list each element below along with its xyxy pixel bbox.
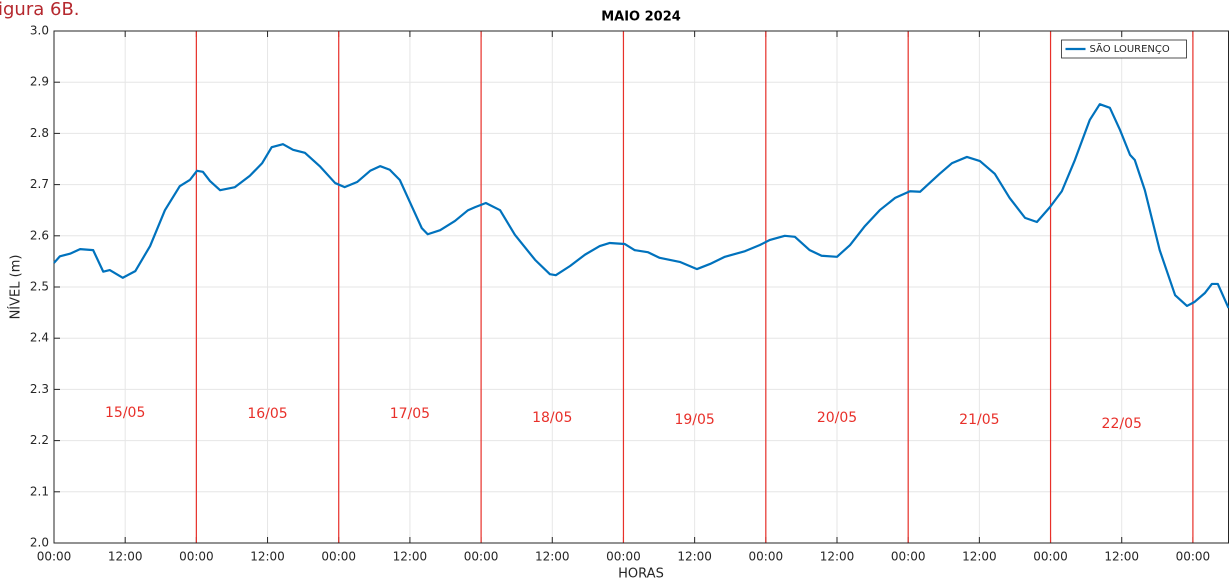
legend-label: SÃO LOURENÇO bbox=[1090, 42, 1170, 55]
chart-title: MAIO 2024 bbox=[601, 10, 681, 25]
x-tick-label: 00:00 bbox=[606, 550, 641, 564]
x-tick-label: 00:00 bbox=[891, 550, 926, 564]
day-label: 17/05 bbox=[390, 406, 430, 422]
x-tick-label: 00:00 bbox=[749, 550, 784, 564]
y-tick-label: 2.7 bbox=[30, 177, 49, 191]
data-line bbox=[53, 103, 1229, 309]
y-tick-label: 2.3 bbox=[30, 382, 49, 396]
x-tick-label: 12:00 bbox=[820, 550, 855, 564]
y-tick-label: 2.0 bbox=[30, 536, 49, 550]
legend-box bbox=[1061, 39, 1187, 59]
x-tick-label: 12:00 bbox=[1104, 550, 1139, 564]
y-tick-label: 2.6 bbox=[30, 228, 49, 242]
y-tick-label: 2.8 bbox=[30, 126, 49, 140]
x-tick-label: 00:00 bbox=[1033, 550, 1068, 564]
day-label: 20/05 bbox=[817, 410, 857, 426]
y-tick-label: 2.2 bbox=[30, 433, 49, 447]
x-tick-label: 00:00 bbox=[321, 550, 356, 564]
figure-caption: igura 6B. bbox=[0, 0, 80, 20]
x-axis-label: HORAS bbox=[618, 567, 664, 580]
x-tick-label: 00:00 bbox=[464, 550, 499, 564]
x-tick-label: 12:00 bbox=[393, 550, 428, 564]
day-label: 18/05 bbox=[532, 410, 572, 426]
day-label: 22/05 bbox=[1102, 416, 1142, 432]
y-tick-label: 2.5 bbox=[30, 280, 49, 294]
day-label: 19/05 bbox=[674, 412, 714, 428]
y-tick-label: 2.4 bbox=[30, 331, 49, 345]
x-tick-label: 00:00 bbox=[179, 550, 214, 564]
x-tick-label: 00:00 bbox=[1176, 550, 1211, 564]
x-tick-label: 00:00 bbox=[37, 550, 72, 564]
x-tick-label: 12:00 bbox=[108, 550, 143, 564]
y-tick-label: 2.1 bbox=[30, 484, 49, 498]
x-tick-label: 12:00 bbox=[535, 550, 570, 564]
y-tick-label: 3.0 bbox=[30, 24, 49, 38]
day-label: 16/05 bbox=[247, 406, 287, 422]
x-tick-label: 12:00 bbox=[250, 550, 285, 564]
x-tick-label: 12:00 bbox=[962, 550, 997, 564]
x-tick-label: 12:00 bbox=[677, 550, 712, 564]
y-axis-label: NÍVEL (m) bbox=[8, 255, 24, 320]
day-label: 15/05 bbox=[105, 405, 145, 421]
day-label: 21/05 bbox=[959, 412, 999, 428]
y-tick-label: 2.9 bbox=[30, 75, 49, 89]
